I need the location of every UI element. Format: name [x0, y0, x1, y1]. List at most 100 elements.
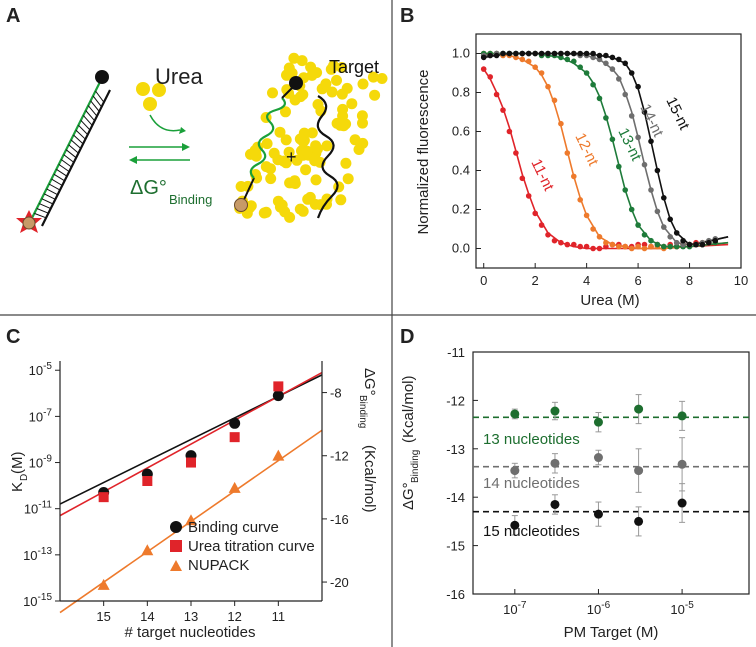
- urea-dot: [267, 87, 278, 99]
- series-label-15nt: 15-nt: [662, 94, 693, 133]
- data-point-15-nt: [564, 50, 571, 57]
- x-tick-label-power: -7: [518, 600, 527, 611]
- x-tick-label: 13: [184, 609, 198, 624]
- y-tick-label-base: 10: [23, 548, 37, 563]
- y-tick-label: 10-9: [29, 454, 53, 471]
- data-point-13-nucleotides: [634, 404, 644, 414]
- data-point-15-nucleotides: [634, 516, 644, 526]
- data-point-14-nt: [648, 187, 654, 193]
- data-point-15-nt: [635, 83, 641, 90]
- urea-icon: [136, 82, 166, 111]
- data-point-13-nt: [564, 56, 571, 63]
- data-point-15-nucleotides: [510, 520, 520, 530]
- series-label-15: 15 nucleotides: [483, 523, 580, 540]
- data-point-13-nucleotides: [593, 417, 603, 427]
- data-point-11-nt: [583, 243, 590, 250]
- urea-dot: [349, 134, 361, 146]
- legend-label-nupack: NUPACK: [188, 557, 249, 574]
- base-pair-rung: [39, 203, 51, 210]
- duplex-probe: [16, 70, 111, 233]
- urea-dot: [289, 94, 301, 106]
- data-point-12-nt: [628, 245, 635, 252]
- urea-dot: [294, 133, 306, 145]
- fit-curve-14-nt: [483, 52, 729, 246]
- data-point-14-nt: [616, 76, 622, 82]
- base-pair-rung: [41, 198, 54, 205]
- urea-dot: [328, 60, 339, 72]
- data-point-12-nt: [590, 226, 596, 232]
- urea-dot: [286, 67, 298, 79]
- data-point-15-nt: [661, 195, 667, 201]
- base-pair-rung: [78, 124, 89, 135]
- curved-arrow-head: [179, 127, 186, 134]
- data-point-13-nucleotides: [677, 411, 687, 421]
- data-point-15-nt: [648, 138, 654, 145]
- axis-ticks: 15 14 13 12 1110-510-710-910-1110-1310-15-8-…: [23, 361, 349, 624]
- y-tick-label: 0.0: [452, 241, 470, 256]
- base-pair-rung: [63, 154, 75, 163]
- data-point-15-nt: [519, 50, 526, 57]
- urea-dot: [331, 74, 342, 86]
- y-axis-label: K D (M): [9, 452, 30, 493]
- fit-curves: [483, 52, 729, 250]
- data-point-11-nt: [519, 175, 526, 182]
- plus-sign: +: [286, 147, 297, 167]
- data-point-11-nt: [571, 241, 577, 248]
- data-point-15-nt: [596, 52, 603, 59]
- axis-ticks: 10-7 10-6 10-5-11-12-13-14-15-16: [446, 345, 694, 617]
- data-point-12-nt: [525, 58, 532, 65]
- urea-dot: [336, 62, 348, 73]
- x-tick-label-base: 10: [670, 602, 684, 617]
- fluorescence-chart: 0 2 4 6 8 100.00.20.40.60.81.0 11-nt 12-nt 13…: [415, 33, 748, 309]
- x-tick-label: 6: [634, 273, 641, 288]
- delta-g-label: ΔG°: [130, 177, 167, 199]
- x-tick-label: 12: [227, 609, 241, 624]
- data-point-11-nt: [500, 107, 506, 113]
- y-tick-label-base: 10: [29, 363, 43, 378]
- fit-curve-12-nt: [483, 52, 729, 250]
- data-point-15-nt: [699, 241, 706, 248]
- series-label-12nt: 12-nt: [571, 130, 602, 169]
- data-point-15-nucleotides: [677, 498, 687, 508]
- data-point-urea-titration: [98, 492, 109, 503]
- legend-marker-nupack: [170, 560, 182, 571]
- data-point-11-nt: [558, 239, 564, 246]
- y-tick-label: 0.4: [452, 163, 470, 178]
- urea-dot: [288, 52, 300, 64]
- data-point-13-nucleotides: [510, 409, 520, 419]
- data-point-11-nt: [641, 241, 648, 248]
- base-pair-rung: [60, 159, 72, 168]
- urea-dot: [281, 84, 293, 96]
- data-point-12-nt: [551, 97, 558, 104]
- base-pair-rung: [87, 105, 98, 117]
- data-point-13-nt: [641, 232, 648, 238]
- base-pair-rung: [68, 144, 79, 154]
- free-target-strand: [316, 95, 339, 219]
- data-point-13-nt: [667, 243, 673, 250]
- data-point-14-nt: [622, 91, 628, 98]
- data-point-11-nt: [480, 66, 487, 72]
- data-point-nupack: [185, 514, 197, 526]
- data-point-15-nt: [680, 237, 686, 244]
- fluorophore-dot-free: [234, 198, 248, 212]
- data-point-12-nt: [571, 173, 577, 180]
- panel-label-d: D: [400, 326, 414, 348]
- y-tick-label: 10-15: [23, 592, 52, 609]
- data-point-15-nt: [583, 50, 590, 57]
- reverse-arrow-head: [129, 156, 137, 164]
- data-point-15-nt: [654, 167, 661, 174]
- data-point-12-nt: [577, 197, 583, 203]
- legend-marker-urea-titration: [170, 540, 182, 552]
- base-pair-rung: [92, 95, 102, 108]
- data-point-11-nt: [590, 245, 596, 252]
- x-tick-label: 15: [96, 609, 110, 624]
- delta-g-subscript: Binding: [169, 192, 212, 207]
- data-point-13-nt: [654, 241, 661, 248]
- legend-marker-binding-curve: [170, 521, 182, 533]
- data-point-11-nt: [596, 245, 603, 252]
- base-pair-rung: [56, 168, 68, 177]
- base-pair-rung: [70, 139, 82, 149]
- y-tick-label: 10-13: [23, 546, 52, 563]
- y2-tick-label: -20: [330, 575, 349, 590]
- data-point-15-nt: [538, 50, 545, 57]
